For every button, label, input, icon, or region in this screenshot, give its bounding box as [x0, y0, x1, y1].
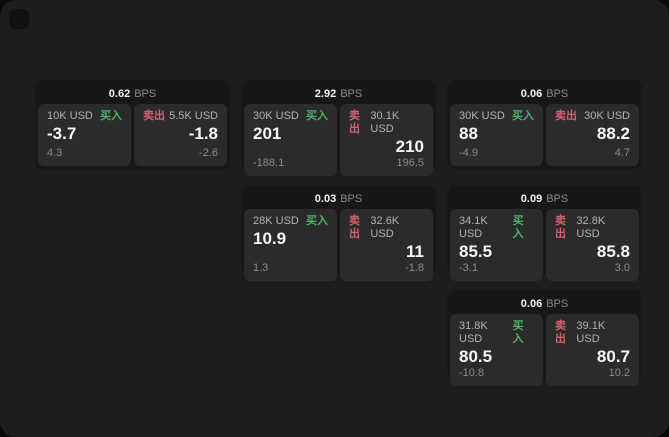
buy-amount: 10K USD [47, 110, 93, 122]
sell-delta: 10.2 [608, 367, 630, 379]
buy-tile[interactable]: 10K USD 买入 -3.7 4.3 [38, 104, 131, 166]
card-body: 30K USD 买入 88 -4.9 卖出 30K USD 88.2 4.7 [450, 104, 639, 166]
buy-label: 买入 [512, 215, 524, 240]
buy-price: 88 [459, 124, 478, 143]
bps-unit-label: BPS [546, 192, 569, 205]
buy-price: 85.5 [459, 242, 493, 261]
sell-delta: -1.8 [405, 262, 424, 274]
card-header: 0.03 BPS [244, 188, 433, 209]
bps-unit-label: BPS [340, 192, 363, 205]
buy-delta: -4.9 [459, 147, 478, 159]
buy-tile[interactable]: 34.1K USD 买入 85.5 -3.1 [450, 209, 543, 281]
quote-card: 0.06 BPS 30K USD 买入 88 -4.9 卖出 30K USD 8… [447, 80, 642, 169]
sell-price: 88.2 [596, 124, 630, 143]
sell-label: 卖出 [349, 215, 360, 240]
buy-tile[interactable]: 28K USD 买入 10.9 1.3 [244, 209, 337, 281]
sell-delta: -2.6 [199, 147, 218, 159]
quote-card: 0.03 BPS 28K USD 买入 10.9 1.3 卖出 32.6K US… [241, 185, 436, 281]
quote-card: 2.92 BPS 30K USD 买入 201 -188.1 卖出 30.1K … [241, 80, 436, 176]
buy-delta: -10.8 [459, 367, 485, 379]
card-body: 31.8K USD 买入 80.5 -10.8 卖出 39.1K USD 80.… [450, 314, 639, 386]
sell-label: 卖出 [555, 215, 566, 240]
sell-tile[interactable]: 卖出 39.1K USD 80.7 10.2 [546, 314, 639, 386]
buy-tile[interactable]: 31.8K USD 买入 80.5 -10.8 [450, 314, 543, 386]
buy-delta: 1.3 [253, 262, 269, 274]
sell-amount: 30.1K USD [370, 110, 400, 135]
sell-label: 卖出 [555, 320, 566, 345]
sell-label: 卖出 [349, 110, 360, 135]
sell-amount: 32.6K USD [370, 215, 400, 240]
card-body: 10K USD 买入 -3.7 4.3 卖出 5.5K USD -1.8 -2.… [38, 104, 227, 166]
buy-price: 80.5 [459, 347, 493, 366]
buy-amount: 34.1K USD [459, 215, 488, 240]
bps-unit-label: BPS [546, 297, 569, 310]
buy-amount: 28K USD [253, 215, 299, 227]
quote-card: 0.06 BPS 31.8K USD 买入 80.5 -10.8 卖出 39.1… [447, 290, 642, 386]
sell-tile[interactable]: 卖出 5.5K USD -1.8 -2.6 [134, 104, 227, 166]
sell-delta: 4.7 [614, 147, 630, 159]
sell-tile[interactable]: 卖出 30.1K USD 210 196.5 [340, 104, 433, 176]
sell-price: 80.7 [596, 347, 630, 366]
bps-value: 0.06 [520, 297, 543, 310]
sell-amount: 39.1K USD [576, 320, 606, 345]
quote-card: 0.62 BPS 10K USD 买入 -3.7 4.3 卖出 5.5K USD… [35, 80, 230, 169]
bps-value: 0.03 [314, 192, 337, 205]
buy-amount: 30K USD [459, 110, 505, 122]
cards-grid: 0.62 BPS 10K USD 买入 -3.7 4.3 卖出 5.5K USD… [35, 80, 642, 386]
buy-price: 10.9 [253, 229, 287, 248]
card-body: 34.1K USD 买入 85.5 -3.1 卖出 32.8K USD 85.8… [450, 209, 639, 281]
buy-label: 买入 [512, 320, 524, 345]
bps-unit-label: BPS [134, 87, 157, 100]
buy-delta: -188.1 [253, 157, 285, 169]
sell-price: 11 [406, 242, 424, 261]
buy-tile[interactable]: 30K USD 买入 88 -4.9 [450, 104, 543, 166]
buy-label: 买入 [306, 110, 328, 122]
buy-delta: -3.1 [459, 262, 478, 274]
sell-label: 卖出 [143, 110, 165, 122]
card-body: 28K USD 买入 10.9 1.3 卖出 32.6K USD 11 -1.8 [244, 209, 433, 281]
card-header: 0.62 BPS [38, 83, 227, 104]
sell-price: -1.8 [188, 124, 218, 143]
buy-tile[interactable]: 30K USD 买入 201 -188.1 [244, 104, 337, 176]
bps-unit-label: BPS [340, 87, 363, 100]
buy-amount: 31.8K USD [459, 320, 488, 345]
card-header: 2.92 BPS [244, 83, 433, 104]
buy-amount: 30K USD [253, 110, 299, 122]
sell-delta: 3.0 [614, 262, 630, 274]
sell-amount: 32.8K USD [576, 215, 606, 240]
sell-price: 85.8 [596, 242, 630, 261]
buy-label: 买入 [100, 110, 122, 122]
bps-value: 0.09 [520, 192, 543, 205]
bps-value: 0.06 [520, 87, 543, 100]
sell-tile[interactable]: 卖出 32.8K USD 85.8 3.0 [546, 209, 639, 281]
bps-unit-label: BPS [546, 87, 569, 100]
sell-tile[interactable]: 卖出 30K USD 88.2 4.7 [546, 104, 639, 166]
buy-delta: 4.3 [47, 147, 63, 159]
bps-value: 0.62 [108, 87, 131, 100]
buy-label: 买入 [306, 215, 328, 227]
sell-delta: 196.5 [396, 157, 424, 169]
buy-price: 201 [253, 124, 282, 143]
app-badge-icon [9, 9, 29, 29]
sell-tile[interactable]: 卖出 32.6K USD 11 -1.8 [340, 209, 433, 281]
buy-label: 买入 [512, 110, 534, 122]
card-header: 0.09 BPS [450, 188, 639, 209]
sell-amount: 5.5K USD [169, 110, 218, 122]
sell-price: 210 [395, 137, 424, 156]
quote-card: 0.09 BPS 34.1K USD 买入 85.5 -3.1 卖出 32.8K… [447, 185, 642, 281]
sell-label: 卖出 [555, 110, 577, 122]
card-header: 0.06 BPS [450, 293, 639, 314]
sell-amount: 30K USD [584, 110, 630, 122]
bps-value: 2.92 [314, 87, 337, 100]
buy-price: -3.7 [47, 124, 77, 143]
card-body: 30K USD 买入 201 -188.1 卖出 30.1K USD 210 1… [244, 104, 433, 176]
card-header: 0.06 BPS [450, 83, 639, 104]
